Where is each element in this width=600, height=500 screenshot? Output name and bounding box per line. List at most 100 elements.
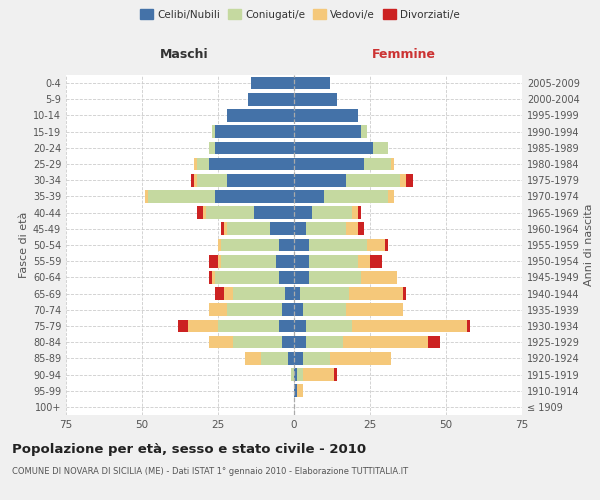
Bar <box>251 77 294 90</box>
Bar <box>279 238 294 252</box>
Bar <box>367 238 385 252</box>
Bar <box>294 238 309 252</box>
Bar <box>294 320 306 332</box>
Bar <box>197 206 203 219</box>
Bar <box>233 336 282 348</box>
Bar <box>370 255 382 268</box>
Bar <box>218 320 279 332</box>
Bar <box>297 384 303 397</box>
Bar <box>294 271 309 283</box>
Bar <box>285 288 294 300</box>
Bar <box>294 190 325 202</box>
Bar <box>364 158 391 170</box>
Bar <box>227 222 269 235</box>
Bar <box>194 174 197 186</box>
Bar <box>279 271 294 283</box>
Bar <box>227 174 294 186</box>
Bar <box>358 255 370 268</box>
Bar <box>312 206 352 219</box>
Bar <box>206 206 254 219</box>
Bar <box>346 222 358 235</box>
Bar <box>294 352 303 364</box>
Bar <box>294 222 306 235</box>
Bar <box>209 255 218 268</box>
Bar <box>254 206 294 219</box>
Bar <box>203 206 206 219</box>
Bar <box>209 304 227 316</box>
Bar <box>352 206 358 219</box>
Bar <box>224 222 227 235</box>
Bar <box>294 336 306 348</box>
Bar <box>227 304 282 316</box>
Bar <box>221 222 224 235</box>
Text: Femmine: Femmine <box>371 48 436 62</box>
Bar <box>212 271 215 283</box>
Bar <box>306 320 352 332</box>
Bar <box>209 336 233 348</box>
Bar <box>346 304 403 316</box>
Bar <box>385 238 388 252</box>
Bar <box>218 255 221 268</box>
Bar <box>309 271 361 283</box>
Bar <box>212 126 215 138</box>
Bar <box>406 174 413 186</box>
Bar <box>191 174 194 186</box>
Bar <box>294 206 312 219</box>
Bar <box>294 93 337 106</box>
Legend: Celibi/Nubili, Coniugati/e, Vedovi/e, Divorziati/e: Celibi/Nubili, Coniugati/e, Vedovi/e, Di… <box>136 5 464 24</box>
Bar <box>334 368 337 381</box>
Bar <box>188 320 218 332</box>
Bar <box>352 320 467 332</box>
Bar <box>346 174 400 186</box>
Bar <box>227 109 294 122</box>
Bar <box>260 352 288 364</box>
Bar <box>303 352 331 364</box>
Bar <box>215 126 294 138</box>
Bar <box>233 288 285 300</box>
Bar <box>294 158 364 170</box>
Bar <box>294 368 297 381</box>
Bar <box>215 190 294 202</box>
Bar <box>358 206 361 219</box>
Bar <box>288 352 294 364</box>
Bar <box>294 77 331 90</box>
Bar <box>428 336 440 348</box>
Text: COMUNE DI NOVARA DI SICILIA (ME) - Dati ISTAT 1° gennaio 2010 - Elaborazione TUT: COMUNE DI NOVARA DI SICILIA (ME) - Dati … <box>12 468 408 476</box>
Bar <box>331 352 391 364</box>
Bar <box>294 304 303 316</box>
Bar <box>303 368 334 381</box>
Bar <box>291 368 294 381</box>
Bar <box>269 222 294 235</box>
Bar <box>349 288 403 300</box>
Y-axis label: Anni di nascita: Anni di nascita <box>584 204 594 286</box>
Bar <box>209 158 294 170</box>
Bar <box>373 142 388 154</box>
Bar <box>221 255 276 268</box>
Bar <box>294 142 373 154</box>
Bar <box>218 238 221 252</box>
Bar <box>391 158 394 170</box>
Bar <box>388 190 394 202</box>
Bar <box>148 190 215 202</box>
Bar <box>294 109 358 122</box>
Bar <box>294 384 297 397</box>
Bar <box>279 320 294 332</box>
Bar <box>358 222 364 235</box>
Bar <box>309 255 358 268</box>
Bar <box>403 288 406 300</box>
Bar <box>294 174 346 186</box>
Text: Maschi: Maschi <box>160 48 209 62</box>
Bar <box>300 288 349 300</box>
Bar <box>306 222 346 235</box>
Bar <box>178 320 188 332</box>
Bar <box>215 288 224 300</box>
Bar <box>294 255 309 268</box>
Bar <box>361 271 397 283</box>
Y-axis label: Fasce di età: Fasce di età <box>19 212 29 278</box>
Bar <box>467 320 470 332</box>
Bar <box>209 142 215 154</box>
Bar <box>248 93 294 106</box>
Bar <box>215 271 279 283</box>
Bar <box>221 238 279 252</box>
Bar <box>197 174 227 186</box>
